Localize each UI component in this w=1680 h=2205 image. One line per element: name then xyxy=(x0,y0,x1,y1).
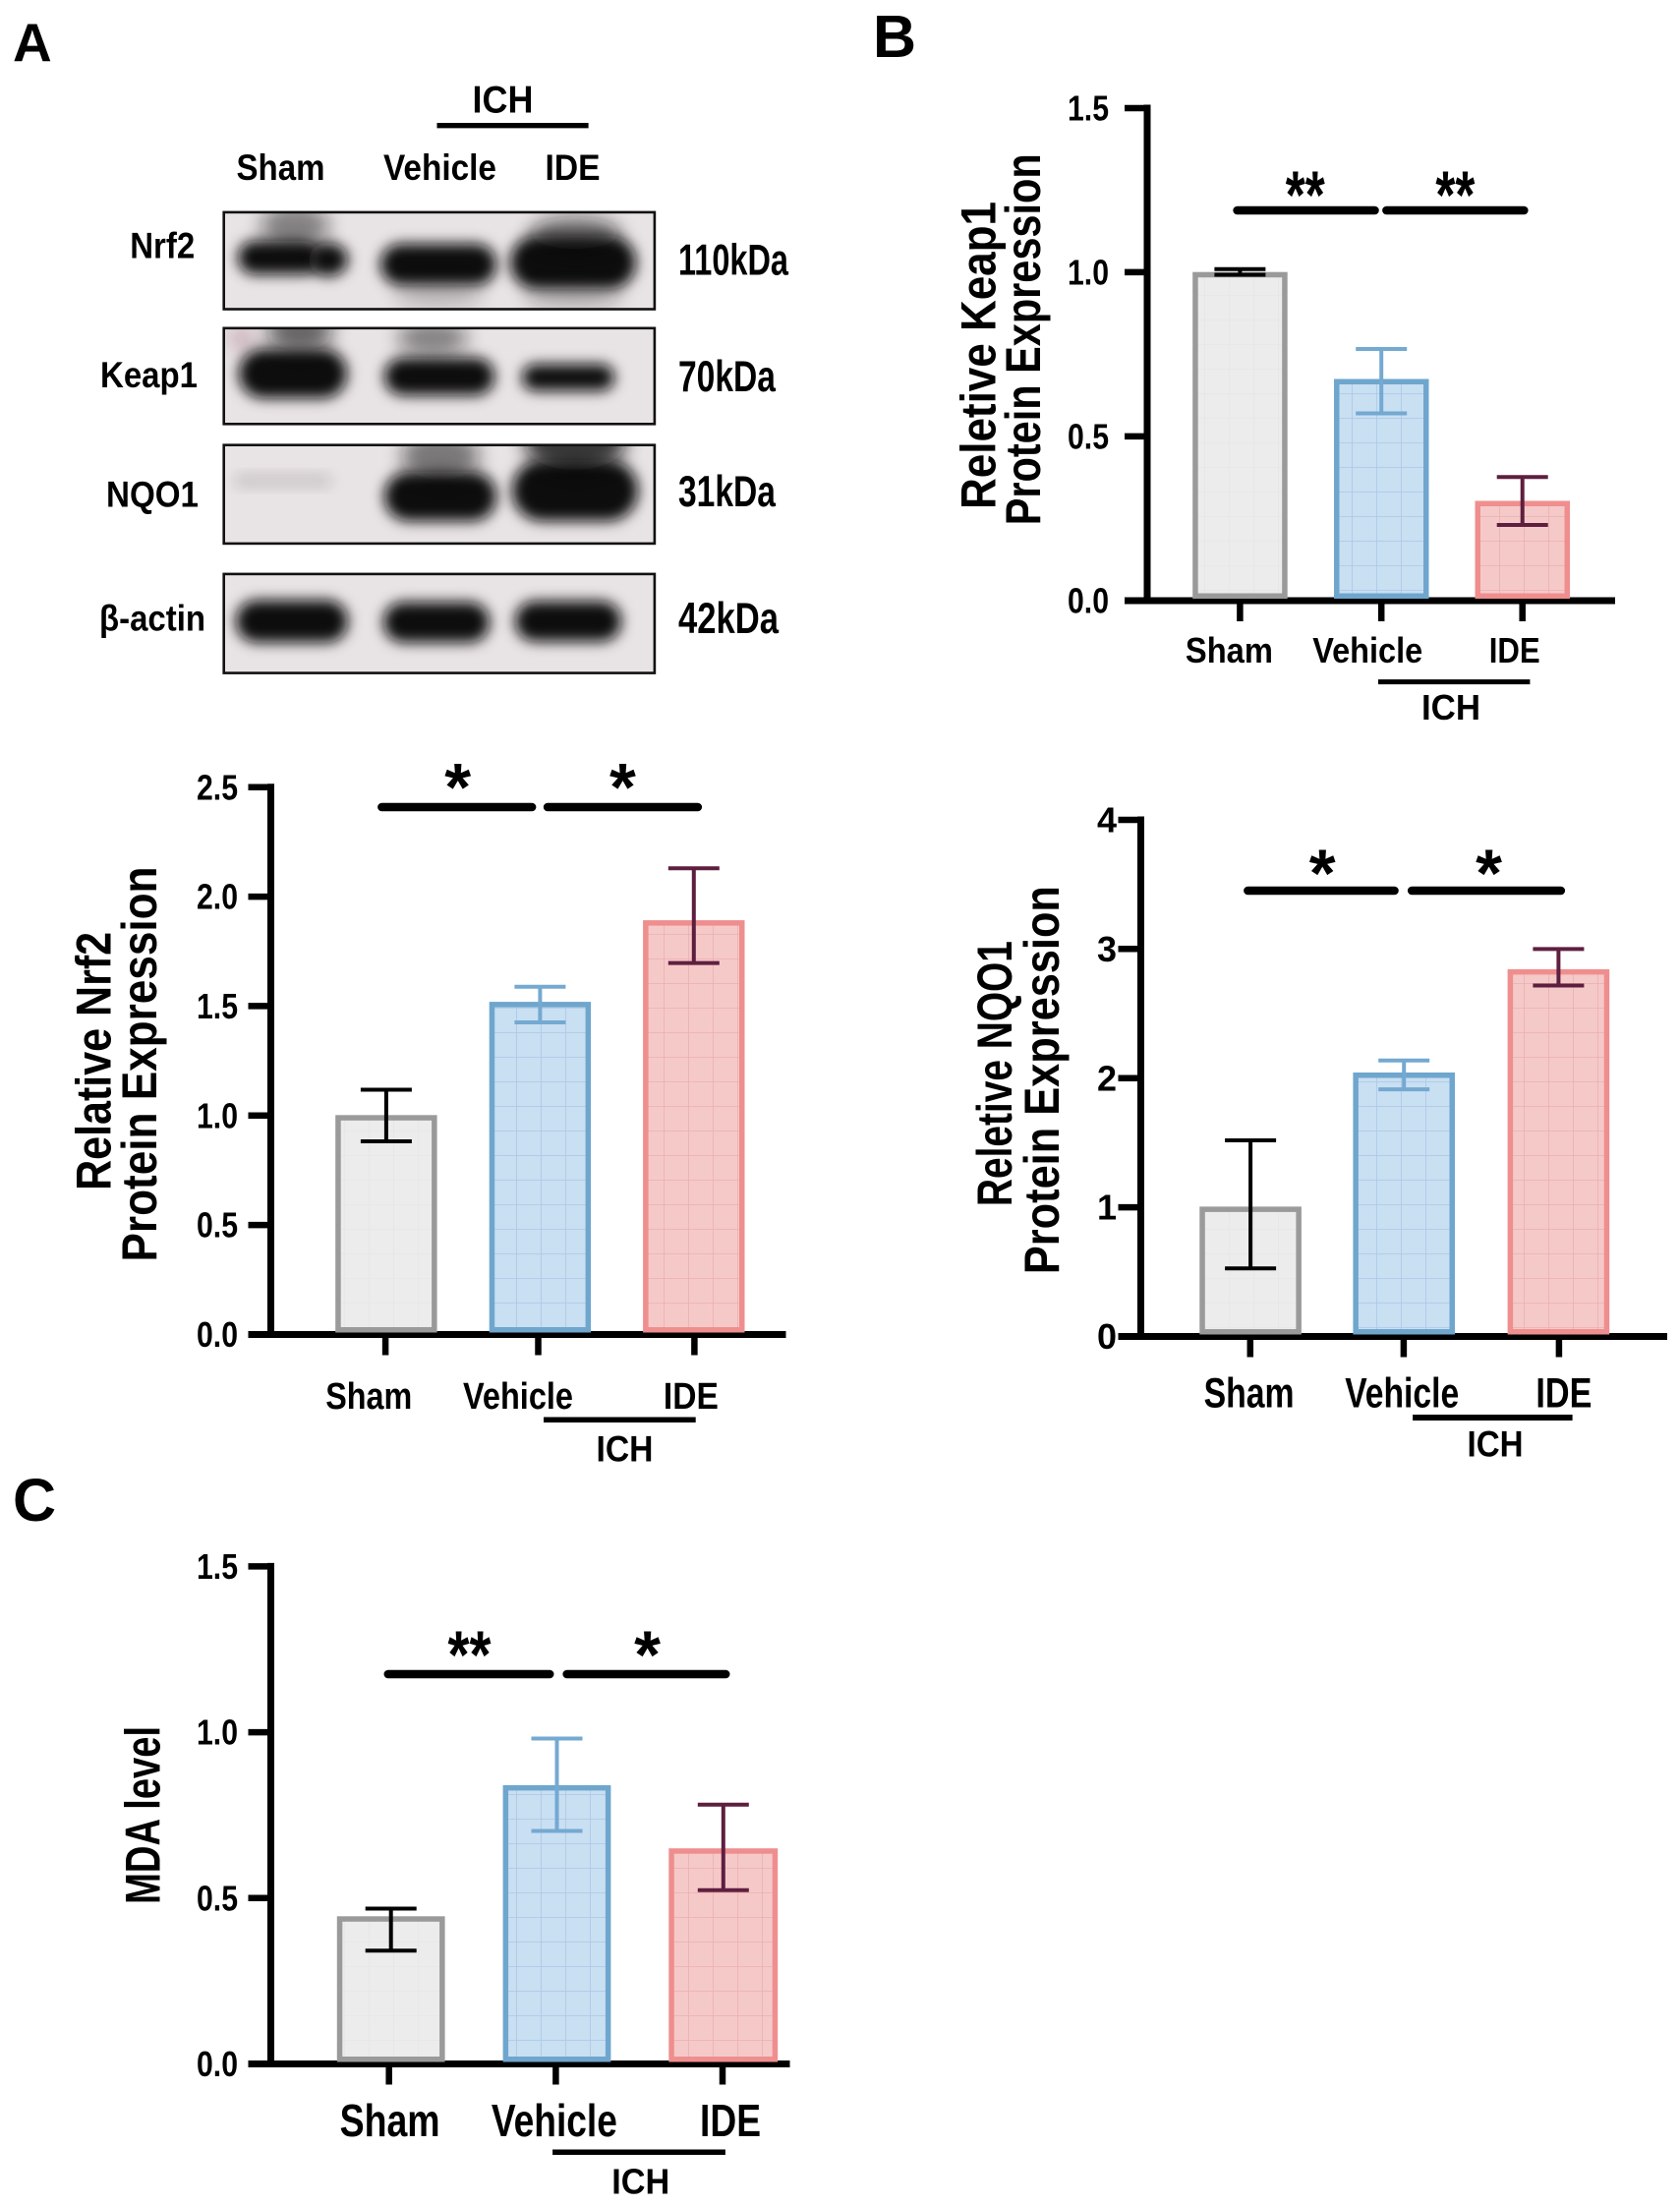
svg-text:Vehicle: Vehicle xyxy=(463,1375,573,1418)
svg-text:0.5: 0.5 xyxy=(197,1878,238,1918)
svg-text:Vehicle: Vehicle xyxy=(383,146,496,188)
svg-text:IDE: IDE xyxy=(1489,630,1540,670)
svg-text:2.5: 2.5 xyxy=(197,767,238,807)
svg-text:Protein Expression: Protein Expression xyxy=(112,867,167,1262)
svg-text:1.0: 1.0 xyxy=(1068,253,1109,293)
svg-text:β-actin: β-actin xyxy=(99,598,205,639)
svg-text:ICH: ICH xyxy=(1468,1424,1524,1465)
svg-text:1: 1 xyxy=(1097,1188,1117,1228)
svg-text:70kDa: 70kDa xyxy=(678,353,777,401)
svg-text:IDE: IDE xyxy=(546,146,601,188)
svg-text:Vehicle: Vehicle xyxy=(1345,1370,1459,1418)
svg-text:42kDa: 42kDa xyxy=(678,595,780,643)
svg-text:Reletive Keap1: Reletive Keap1 xyxy=(952,202,1007,509)
svg-text:Vehicle: Vehicle xyxy=(1312,630,1422,670)
svg-text:B: B xyxy=(873,3,916,70)
svg-text:0.0: 0.0 xyxy=(1068,581,1109,621)
svg-text:*: * xyxy=(634,1617,661,1693)
svg-text:Sham: Sham xyxy=(340,2095,440,2146)
svg-text:*: * xyxy=(1309,836,1336,911)
svg-text:0.5: 0.5 xyxy=(197,1205,238,1246)
svg-text:110kDa: 110kDa xyxy=(678,237,789,285)
svg-text:ICH: ICH xyxy=(1421,687,1480,727)
svg-text:IDE: IDE xyxy=(664,1375,719,1418)
svg-text:0.0: 0.0 xyxy=(197,2044,238,2084)
svg-text:1.5: 1.5 xyxy=(1068,88,1109,129)
svg-text:Protein Expression: Protein Expression xyxy=(996,153,1051,525)
svg-text:1.5: 1.5 xyxy=(197,986,238,1026)
svg-text:*: * xyxy=(609,749,636,825)
svg-text:ICH: ICH xyxy=(597,1428,654,1470)
svg-text:NQO1: NQO1 xyxy=(106,474,199,515)
svg-text:Nrf2: Nrf2 xyxy=(130,225,195,266)
svg-text:**: ** xyxy=(1435,157,1475,233)
svg-text:*: * xyxy=(1476,836,1502,911)
svg-text:ICH: ICH xyxy=(611,2161,669,2201)
svg-text:Sham: Sham xyxy=(1204,1370,1295,1418)
svg-text:1.5: 1.5 xyxy=(197,1546,238,1587)
svg-text:4: 4 xyxy=(1097,800,1117,841)
svg-text:Sham: Sham xyxy=(1186,630,1273,670)
svg-text:31kDa: 31kDa xyxy=(678,468,777,516)
svg-text:1.0: 1.0 xyxy=(197,1095,238,1135)
svg-text:Relative Nrf2: Relative Nrf2 xyxy=(67,932,122,1190)
svg-text:**: ** xyxy=(448,1617,492,1693)
svg-text:IDE: IDE xyxy=(700,2095,761,2146)
svg-text:1.0: 1.0 xyxy=(197,1712,238,1753)
svg-text:Sham: Sham xyxy=(237,146,325,188)
svg-text:Keap1: Keap1 xyxy=(100,354,198,395)
svg-text:2.0: 2.0 xyxy=(197,877,238,917)
svg-text:MDA level: MDA level xyxy=(115,1726,170,1904)
svg-text:Protein Expression: Protein Expression xyxy=(1014,886,1070,1274)
svg-text:A: A xyxy=(13,12,52,73)
svg-text:C: C xyxy=(13,1467,56,1534)
svg-text:3: 3 xyxy=(1097,929,1117,969)
svg-text:IDE: IDE xyxy=(1535,1370,1592,1418)
svg-text:0.5: 0.5 xyxy=(1068,417,1109,457)
svg-text:**: ** xyxy=(1286,157,1325,233)
svg-text:0.0: 0.0 xyxy=(197,1314,238,1355)
svg-text:*: * xyxy=(444,749,471,825)
svg-text:0: 0 xyxy=(1097,1316,1117,1357)
svg-text:2: 2 xyxy=(1097,1058,1117,1098)
svg-text:Sham: Sham xyxy=(325,1375,412,1418)
svg-text:Vehicle: Vehicle xyxy=(492,2095,617,2146)
svg-text:Reletive NQO1: Reletive NQO1 xyxy=(967,941,1022,1206)
svg-text:ICH: ICH xyxy=(473,80,534,122)
